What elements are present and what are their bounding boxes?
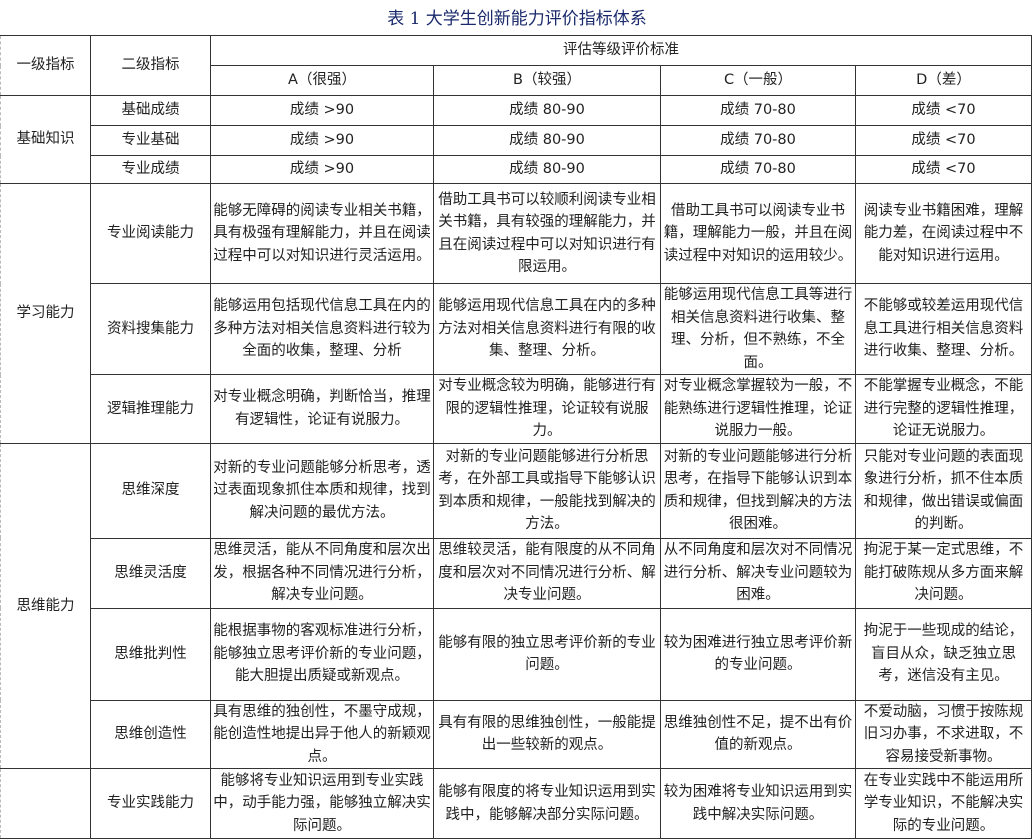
grade-criterion-d: 不能够或较差运用现代信息工具进行相关信息资料进行收集、整理、分析。 (855, 283, 1032, 375)
grade-criterion-b: 成绩 80-90 (433, 95, 661, 126)
header-grade: A（很强） (210, 65, 434, 96)
evaluation-index-table: 一级指标 二级指标 评估等级评价标准 A（很强） B（较强） C（一般） D（差… (0, 35, 1032, 839)
grade-criterion-c: 对专业概念掌握较为一般，不能熟练进行逻辑性推理，论证说服力一般。 (660, 374, 856, 444)
table-row: 专业实践能力 能够将专业知识运用到专业实践中，动手能力强，能够独立解决实际问题。能… (0, 768, 1032, 839)
table-row: 思维批判性 能根据事物的客观标准进行分析，能够独立思考评价新的专业问题，能大胆提出… (1, 607, 1032, 701)
grade-criterion-c: 成绩 70-80 (660, 155, 856, 184)
header-row: 一级指标 二级指标 评估等级评价标准 (0, 35, 1032, 96)
grade-criterion-c: 借助工具书可以阅读专业书籍，理解能力一般，并且在阅读过程中对知识的运用较少。 (660, 183, 856, 284)
level1-indicator: 思维能力 (0, 442, 91, 769)
level2-indicator: 专业阅读能力 (90, 183, 211, 284)
grade-criterion-a: 对新的专业问题能够分析思考，透过表面现象抓住本质和规律，找到解决问题的最优方法。 (210, 442, 434, 539)
grade-criterion-a: 成绩 >90 (210, 155, 434, 184)
header-level2: 二级指标 (90, 35, 211, 96)
level1-indicator: 学习能力 (0, 183, 91, 444)
table-caption: 表 1 大学生创新能力评价指标体系 (387, 9, 647, 29)
level2-indicator: 思维批判性 (90, 607, 211, 701)
grade-criterion-a: 能够无障碍的阅读专业相关书籍，具有极强有理解能力，并且在阅读过程中可以对知识进行… (210, 183, 434, 284)
grade-criterion-b: 成绩 80-90 (433, 155, 661, 184)
table-row: 基础知识 基础成绩 成绩 >90 成绩 80-90 成绩 70-80 成绩 <70 (0, 95, 1032, 184)
grade-criterion-b: 对新的专业问题能够进行分析思考，在外部工具或指导下能够认识到本质和规律，一般能找… (433, 442, 661, 539)
level2-indicator: 基础成绩 (90, 95, 211, 126)
level2-indicator: 思维深度 (90, 442, 211, 539)
level2-indicator: 专业成绩 (90, 155, 211, 184)
level2-indicator: 专业实践能力 (90, 768, 211, 839)
grade-criterion-d: 拘泥于某一定式思维，不能打破陈规从多方面来解决问题。 (855, 537, 1032, 609)
grade-criterion-c: 能够运用现代信息工具等进行相关信息资料进行收集、整理、分析，但不熟练，不全面。 (660, 283, 856, 375)
grade-criterion-d: 不爱动脑，习惯于按陈规旧习办事，不求进取，不容易接受新事物。 (855, 699, 1032, 769)
grade-criterion-c: 较为困难将专业知识运用到实践中解决实际问题。 (660, 768, 856, 839)
grade-criterion-a: 能够将专业知识运用到专业实践中，动手能力强，能够独立解决实际问题。 (210, 768, 434, 839)
grade-criterion-d: 不能掌握专业概念，不能进行完整的逻辑性推理，论证无说服力。 (855, 374, 1032, 444)
table-row: 思维创造性 具有思维的独创性，不墨守成规，能创造性地提出异于他人的新颖观点。 具有有… (1, 699, 1032, 769)
grade-criterion-c: 对新的专业问题能够进行分析思考，在指导下能够认识到本质和规律，但找到解决的方法很… (660, 442, 856, 539)
header-level1: 一级指标 (0, 35, 91, 96)
grade-criterion-c: 从不同角度和层次对不同情况进行分析、解决专业问题较为困难。 (660, 537, 856, 609)
grade-criterion-b: 能够有限的独立思考评价新的专业问题。 (433, 607, 661, 701)
grade-criterion-a: 对专业概念明确，判断恰当，推理有逻辑性，论证有说服力。 (210, 374, 434, 444)
table-row: 学习能力 专业阅读能力 能够无障碍的阅读专业相关书籍，具有极强有理解能力，并且在阅读… (0, 183, 1032, 444)
grade-criterion-b: 成绩 80-90 (433, 125, 661, 156)
grade-criterion-d: 阅读专业书籍困难，理解能力差，在阅读过程中不能对知识进行运用。 (855, 183, 1032, 284)
header-grade: D（差） (855, 65, 1032, 96)
grade-criterion-d: 成绩 <70 (855, 155, 1032, 184)
grade-criterion-a: 能根据事物的客观标准进行分析，能够独立思考评价新的专业问题，能大胆提出质疑或新观… (210, 607, 434, 701)
header-criteria: 评估等级评价标准 (210, 35, 1032, 66)
grade-criterion-a: 成绩 >90 (210, 125, 434, 156)
grade-criterion-a: 思维灵活，能从不同角度和层次出发，根据各种不同情况进行分析，解决专业问题。 (210, 537, 434, 609)
grade-criterion-c: 成绩 70-80 (660, 125, 856, 156)
table-row: 专业基础 成绩 >90 成绩 80-90 成绩 70-80 成绩 <70 (1, 125, 1032, 156)
grade-criterion-b: 能够有限度的将专业知识运用到实践中，能够解决部分实际问题。 (433, 768, 661, 839)
grade-criterion-b: 思维较灵活，能有限度的从不同角度和层次对不同情况进行分析、解决专业问题。 (433, 537, 661, 609)
grade-criterion-a: 具有思维的独创性，不墨守成规，能创造性地提出异于他人的新颖观点。 (210, 699, 434, 769)
grade-criterion-b: 借助工具书可以较顺利阅读专业相关书籍，具有较强的理解能力，并且在阅读过程中可以对… (433, 183, 661, 284)
grade-criterion-d: 拘泥于一些现成的结论，盲目从众，缺乏独立思考，迷信没有主见。 (855, 607, 1032, 701)
table-row: 逻辑推理能力 对专业概念明确，判断恰当，推理有逻辑性，论证有说服力。 对专业概念较为… (1, 374, 1032, 444)
table-row: 专业成绩 成绩 >90 成绩 80-90 成绩 70-80 成绩 <70 (1, 155, 1032, 184)
grade-criterion-d: 成绩 <70 (855, 95, 1032, 126)
grade-criterion-c: 较为困难进行独立思考评价新的专业问题。 (660, 607, 856, 701)
table-row: 思维能力 思维深度 对新的专业问题能够分析思考，透过表面现象抓住本质和规律，找到解决… (0, 442, 1032, 769)
level1-indicator (0, 768, 91, 839)
grade-criterion-a: 能够运用包括现代信息工具在内的多种方法对相关信息资料进行较为全面的收集，整理、分… (210, 283, 434, 375)
grade-criterion-a: 成绩 >90 (210, 95, 434, 126)
level2-indicator: 资料搜集能力 (90, 283, 211, 375)
grade-criterion-b: 对专业概念较为明确，能够进行有限的逻辑性推理，论证较有说服力。 (433, 374, 661, 444)
level2-indicator: 思维创造性 (90, 699, 211, 769)
grade-criterion-b: 具有有限的思维独创性，一般能提出一些较新的观点。 (433, 699, 661, 769)
grade-criterion-d: 只能对专业问题的表面现象进行分析，抓不住本质和规律，做出错误或偏面的判断。 (855, 442, 1032, 539)
table-row: 资料搜集能力 能够运用包括现代信息工具在内的多种方法对相关信息资料进行较为全面的收… (1, 283, 1032, 375)
table-row: 思维灵活度 思维灵活，能从不同角度和层次出发，根据各种不同情况进行分析，解决专业问… (1, 537, 1032, 609)
header-grades-row: A（很强） B（较强） C（一般） D（差） (1, 65, 1032, 96)
grade-criterion-d: 在专业实践中不能运用所学专业知识，不能解决实际的专业问题。 (855, 768, 1032, 839)
level2-indicator: 思维灵活度 (90, 537, 211, 609)
grade-criterion-c: 成绩 70-80 (660, 95, 856, 126)
level2-indicator: 专业基础 (90, 125, 211, 156)
header-grade: C（一般） (660, 65, 856, 96)
grade-criterion-c: 思维独创性不足，提不出有价值的新观点。 (660, 699, 856, 769)
level1-indicator: 基础知识 (0, 95, 91, 184)
level2-indicator: 逻辑推理能力 (90, 374, 211, 444)
header-grade: B（较强） (433, 65, 661, 96)
grade-criterion-d: 成绩 <70 (855, 125, 1032, 156)
grade-criterion-b: 能够运用现代信息工具在内的多种方法对相关信息资料进行有限的收集、整理、分析。 (433, 283, 661, 375)
